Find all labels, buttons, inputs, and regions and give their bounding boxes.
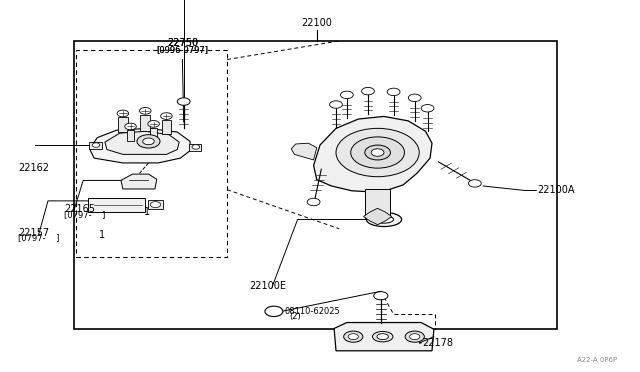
Circle shape — [125, 123, 136, 130]
Circle shape — [92, 143, 100, 147]
Text: [0797-    ]: [0797- ] — [64, 211, 106, 219]
Text: 22100: 22100 — [301, 18, 332, 28]
Bar — [74, 41, 557, 329]
Bar — [89, 142, 102, 149]
Polygon shape — [314, 116, 432, 192]
Circle shape — [344, 331, 363, 342]
Circle shape — [161, 113, 172, 119]
Polygon shape — [150, 128, 157, 140]
Circle shape — [421, 105, 434, 112]
Text: 1: 1 — [99, 231, 106, 240]
Circle shape — [336, 128, 419, 177]
Polygon shape — [105, 131, 179, 154]
Circle shape — [265, 306, 283, 317]
Circle shape — [330, 101, 342, 108]
Circle shape — [150, 202, 161, 208]
Text: 22162: 22162 — [18, 163, 49, 173]
Circle shape — [307, 198, 320, 206]
Text: 22750: 22750 — [167, 38, 198, 48]
Polygon shape — [161, 120, 172, 134]
Bar — [189, 144, 201, 151]
Circle shape — [177, 98, 190, 105]
Ellipse shape — [377, 334, 388, 340]
Ellipse shape — [372, 331, 393, 342]
Polygon shape — [140, 115, 150, 131]
Text: 22157: 22157 — [18, 228, 49, 237]
Circle shape — [143, 138, 154, 145]
Bar — [148, 200, 163, 209]
Circle shape — [192, 145, 200, 149]
Text: 22165: 22165 — [64, 205, 95, 214]
Circle shape — [140, 108, 151, 114]
Circle shape — [137, 135, 160, 148]
Text: A22-A 0P6P: A22-A 0P6P — [577, 357, 618, 363]
Circle shape — [362, 87, 374, 95]
Polygon shape — [364, 208, 392, 225]
Circle shape — [340, 91, 353, 99]
Circle shape — [348, 334, 358, 340]
Circle shape — [148, 121, 159, 127]
Polygon shape — [118, 117, 128, 132]
Circle shape — [410, 334, 420, 340]
Text: 08110-62025: 08110-62025 — [285, 307, 340, 316]
Text: B: B — [271, 307, 276, 316]
Ellipse shape — [374, 216, 394, 223]
Text: 22178: 22178 — [422, 338, 453, 348]
Circle shape — [405, 331, 424, 342]
Circle shape — [117, 110, 129, 117]
Text: 22750: 22750 — [167, 38, 198, 48]
Circle shape — [365, 145, 390, 160]
Text: [0996-0797]: [0996-0797] — [156, 45, 209, 54]
Polygon shape — [334, 323, 434, 351]
Circle shape — [468, 180, 481, 187]
Polygon shape — [291, 143, 317, 160]
Bar — [365, 189, 390, 218]
Polygon shape — [90, 128, 190, 163]
Text: 1: 1 — [144, 208, 150, 217]
Circle shape — [374, 292, 388, 300]
Text: [0996-0797]: [0996-0797] — [156, 45, 209, 54]
Text: [0797-    ]: [0797- ] — [18, 234, 60, 243]
Bar — [76, 50, 227, 257]
Polygon shape — [121, 174, 157, 189]
Circle shape — [387, 88, 400, 96]
Polygon shape — [127, 130, 134, 141]
Circle shape — [371, 149, 384, 156]
Bar — [88, 198, 145, 212]
Ellipse shape — [366, 212, 402, 227]
Text: 22100A: 22100A — [538, 186, 575, 195]
Circle shape — [351, 137, 404, 168]
Text: (2): (2) — [289, 312, 301, 321]
Circle shape — [408, 94, 421, 102]
Text: 22100E: 22100E — [250, 282, 287, 291]
